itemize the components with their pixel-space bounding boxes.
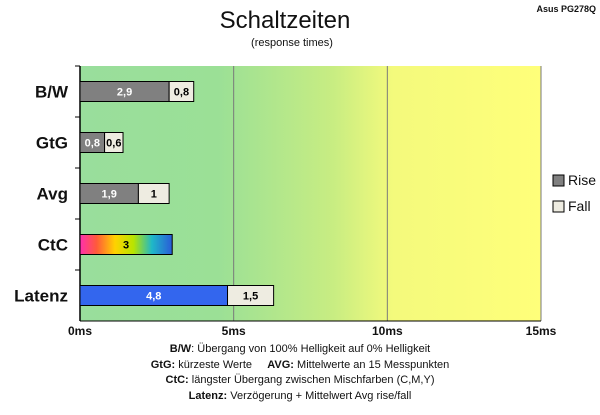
bar-value-label: 3 <box>123 240 129 252</box>
rise-value-label: 2,9 <box>117 87 132 99</box>
category-label: Avg <box>37 185 69 204</box>
legend-swatch <box>552 200 565 213</box>
chart-title: Schaltzeiten <box>220 7 351 34</box>
note-term: CtC: <box>165 374 189 386</box>
note-term: Latenz: <box>188 389 228 402</box>
note-text: : Übergang von 100% Helligkeit auf 0% He… <box>191 343 431 355</box>
fall-value-label: 0,8 <box>174 87 189 99</box>
note-line: GtG: kürzeste Werte AVG: Mittelwerte an … <box>0 358 600 374</box>
legend: Rise Fall <box>552 172 596 214</box>
legend-swatch <box>552 174 565 187</box>
note-text: kürzeste Werte <box>175 358 252 371</box>
category-label: CtC <box>38 236 68 255</box>
note-line: CtC: längster Übergang zwischen Mischfar… <box>0 373 600 389</box>
brand-label: Asus PG278Q <box>536 4 596 14</box>
rise-value-label: 4,8 <box>146 291 161 303</box>
rise-value-label: 0,8 <box>85 138 100 150</box>
bar-fall <box>168 81 195 102</box>
note-term: AVG: <box>267 358 294 371</box>
bar-fall <box>104 132 124 153</box>
bars-layer <box>79 81 275 306</box>
note-line: Latenz: Verzögerung + Mittelwert Avg ris… <box>0 389 600 405</box>
fall-value-label: 1 <box>151 189 157 201</box>
grid-layer <box>75 65 542 322</box>
x-tick-label: 10ms <box>372 324 403 338</box>
category-label: GtG <box>36 134 68 153</box>
chart-notes: B/W: Übergang von 100% Helligkeit auf 0%… <box>0 342 600 404</box>
note-term: GtG: <box>150 358 176 371</box>
x-tick-label: 0ms <box>68 324 92 338</box>
fall-value-label: 1,5 <box>243 291 258 303</box>
bar-fall <box>137 183 170 204</box>
labels-layer: 0ms 5ms 10ms 15ms B/W 2,9 0,8 GtG 0,8 0,6 Avg 1,9 1 C… <box>14 83 557 339</box>
note-text: Mittelwerte an 15 Messpunkten <box>293 358 450 371</box>
note-line: B/W: Übergang von 100% Helligkeit auf 0%… <box>0 342 600 358</box>
legend-label: Rise <box>568 172 596 188</box>
note-text: längster Übergang zwischen Mischfarben (… <box>188 374 435 386</box>
legend-label: Fall <box>568 198 591 214</box>
fall-value-label: 0,6 <box>106 138 121 150</box>
chart-subtitle: (response times) <box>251 37 333 49</box>
rise-value-label: 1,9 <box>102 189 117 201</box>
note-text: Verzögerung + Mittelwert Avg rise/fall <box>227 389 412 402</box>
bar-ctc <box>79 234 173 255</box>
category-label: Latenz <box>14 287 68 306</box>
bar-fall <box>227 285 275 306</box>
x-tick-label: 5ms <box>222 324 246 338</box>
note-term: B/W <box>169 343 192 355</box>
category-label: B/W <box>35 83 69 102</box>
x-tick-label: 15ms <box>526 324 557 338</box>
